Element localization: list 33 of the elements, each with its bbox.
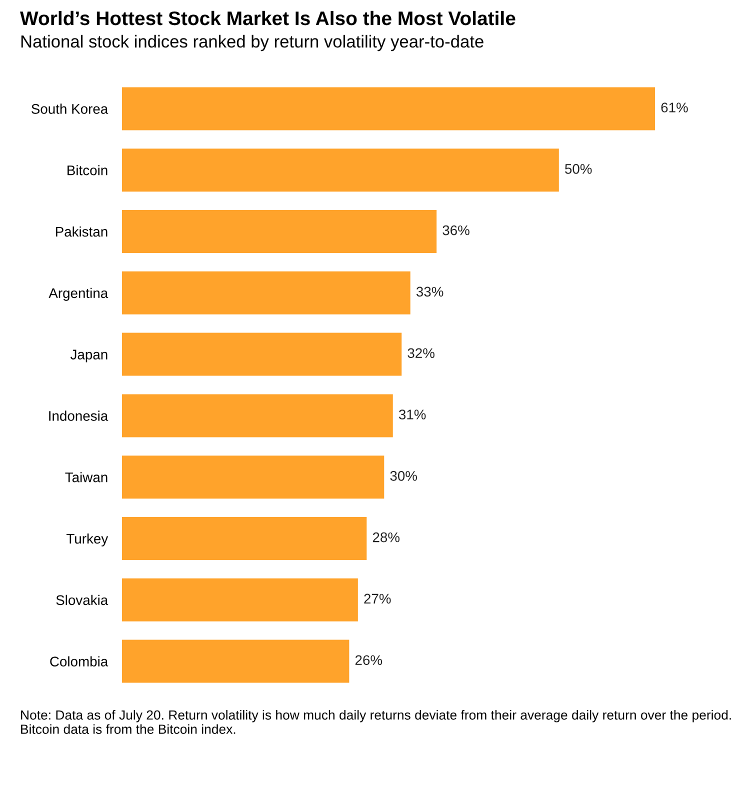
- bar: [122, 578, 358, 622]
- data-label: 36%: [442, 225, 470, 236]
- text: Note: Data as of July 20. Return volatility is how much daily returns deviate from their average daily return over the period. Bitcoin data is from the Bitcoin index.: [21, 710, 731, 734]
- bar: [122, 456, 384, 499]
- bar: [122, 210, 437, 253]
- data-label: 32%: [408, 348, 434, 358]
- data-label: 50%: [565, 164, 592, 174]
- data-label: 26%: [355, 655, 382, 666]
- data-label: 27%: [364, 594, 391, 604]
- y-tick-label: Colombia: [50, 656, 108, 666]
- data-label: 61%: [661, 102, 688, 112]
- y-tick-label: Argentina: [48, 288, 108, 301]
- data-label: 33%: [416, 286, 444, 297]
- bar: [122, 271, 410, 314]
- y-tick-label: Japan: [70, 350, 108, 362]
- bar: [122, 87, 656, 130]
- bar: [122, 640, 350, 683]
- bar: [122, 517, 367, 560]
- bar: [122, 332, 402, 376]
- bar: [122, 394, 393, 438]
- bar: [122, 148, 559, 192]
- data-label: 30%: [390, 470, 417, 481]
- chart-title: World’s Hottest Stock Market Is Also the Most Volatile: [20, 10, 516, 26]
- chart-subtitle: National stock indices ranked by return volatility year-to-date: [21, 34, 484, 52]
- y-tick-label: Turkey: [66, 533, 108, 546]
- y-tick-label: Indonesia: [49, 410, 108, 421]
- y-tick-label: Bitcoin: [68, 165, 108, 176]
- y-tick-label: Taiwan: [65, 472, 108, 482]
- data-label: 28%: [372, 532, 400, 542]
- y-tick-label: South Korea: [32, 104, 108, 114]
- data-label: 31%: [398, 410, 426, 420]
- y-tick-label: Pakistan: [56, 226, 108, 237]
- y-tick-label: Slovakia: [56, 594, 108, 606]
